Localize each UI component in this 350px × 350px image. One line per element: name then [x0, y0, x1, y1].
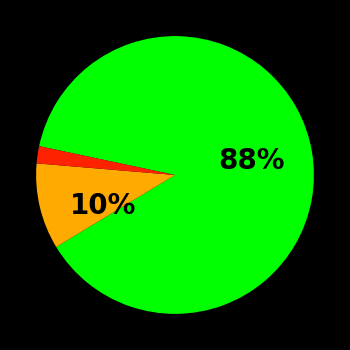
- Text: 88%: 88%: [218, 147, 285, 175]
- Wedge shape: [39, 36, 314, 314]
- Wedge shape: [36, 163, 175, 247]
- Wedge shape: [37, 146, 175, 175]
- Text: 10%: 10%: [70, 191, 136, 219]
